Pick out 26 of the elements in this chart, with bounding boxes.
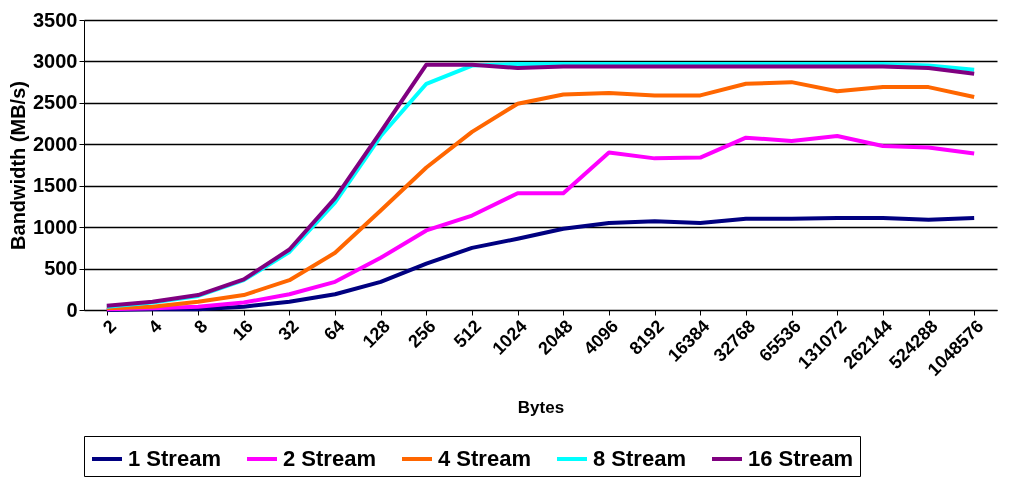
y-tick-label: 500 <box>44 257 78 280</box>
y-tick-label: 3500 <box>33 8 78 31</box>
x-tick-label: 16 <box>228 316 257 345</box>
legend-label: 1 Stream <box>128 446 221 471</box>
y-tick-label: 2000 <box>33 132 78 155</box>
line-series <box>104 134 977 312</box>
y-tick-label: 3000 <box>33 49 78 72</box>
x-tick-label: 128 <box>358 316 394 352</box>
x-tick-label: 512 <box>449 316 486 352</box>
y-axis-title: Bandwidth (MB/s) <box>7 81 30 250</box>
x-tick-label: 4 <box>144 316 166 338</box>
x-tick-label: 2 <box>98 316 121 338</box>
y-tick-label: 0 <box>66 298 78 321</box>
x-tick-label: 256 <box>404 316 440 352</box>
legend-label: 2 Stream <box>283 446 376 471</box>
y-tick-label: 2500 <box>33 91 78 114</box>
legend-label: 16 Stream <box>748 446 854 471</box>
line-series <box>104 216 977 312</box>
x-tick-label: 64 <box>320 316 349 345</box>
x-tick-label: 32 <box>274 316 303 345</box>
legend-label: 8 Stream <box>593 446 686 471</box>
x-axis-title: Bytes <box>517 397 565 417</box>
x-tick-label: 8 <box>190 316 212 338</box>
legend-label: 4 Stream <box>438 446 531 471</box>
y-tick-label: 1500 <box>33 174 78 197</box>
y-tick-label: 1000 <box>33 215 78 238</box>
